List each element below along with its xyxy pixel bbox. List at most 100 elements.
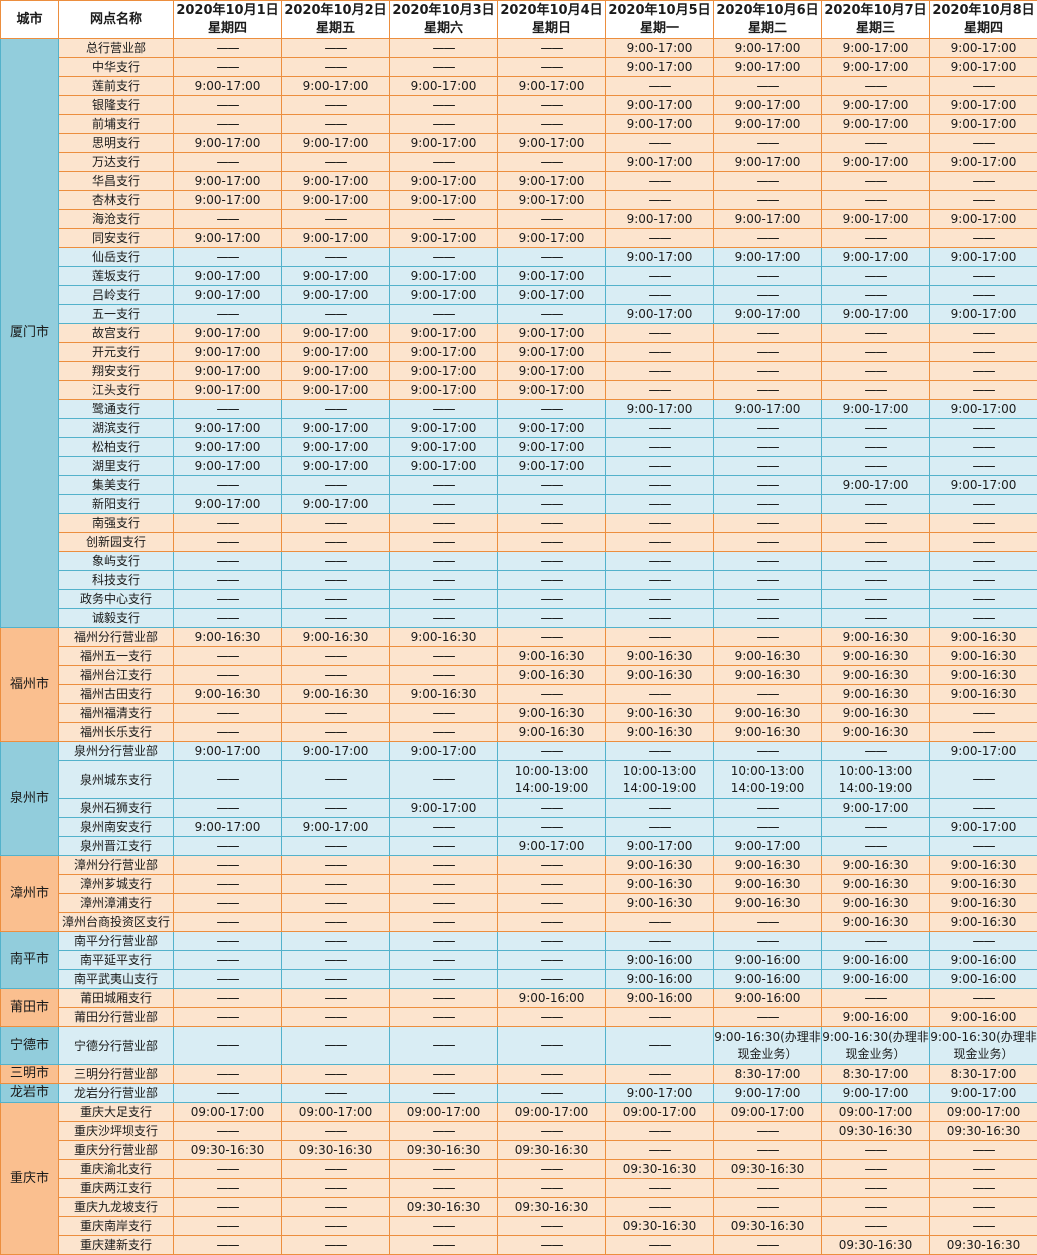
- branch-name: 漳州台商投资区支行: [59, 913, 174, 932]
- hours-cell: 09:30-16:30: [822, 1122, 930, 1141]
- branch-name: 总行营业部: [59, 39, 174, 58]
- closed-cell: ——: [930, 723, 1037, 742]
- closed-cell: ——: [606, 609, 714, 628]
- hours-cell: 09:30-16:30: [930, 1236, 1037, 1255]
- closed-cell: ——: [282, 305, 390, 324]
- hours-cell: 09:00-17:00: [498, 1103, 606, 1122]
- closed-cell: ——: [174, 951, 282, 970]
- branch-name: 三明分行营业部: [59, 1065, 174, 1084]
- hours-cell: 09:30-16:30: [822, 1236, 930, 1255]
- closed-cell: ——: [390, 1027, 498, 1065]
- hours-cell: 9:00-17:00: [930, 39, 1037, 58]
- closed-cell: ——: [606, 267, 714, 286]
- hours-cell: 9:00-16:30: [930, 685, 1037, 704]
- branch-name: 龙岩分行营业部: [59, 1084, 174, 1103]
- closed-cell: ——: [822, 191, 930, 210]
- closed-cell: ——: [174, 989, 282, 1008]
- date-column-header: 2020年10月1日星期四: [174, 1, 282, 39]
- hours-cell: 9:00-16:30: [714, 856, 822, 875]
- branch-name: 重庆渝北支行: [59, 1160, 174, 1179]
- closed-cell: ——: [174, 799, 282, 818]
- closed-cell: ——: [498, 1179, 606, 1198]
- hours-cell: 9:00-17:00: [390, 324, 498, 343]
- closed-cell: ——: [390, 837, 498, 856]
- closed-cell: ——: [282, 1065, 390, 1084]
- closed-cell: ——: [930, 324, 1037, 343]
- closed-cell: ——: [822, 989, 930, 1008]
- hours-cell: 9:00-17:00: [606, 1084, 714, 1103]
- closed-cell: ——: [498, 153, 606, 172]
- date-column-header: 2020年10月5日星期一: [606, 1, 714, 39]
- closed-cell: ——: [714, 495, 822, 514]
- hours-cell: 9:00-17:00: [498, 381, 606, 400]
- hours-cell: 09:30-16:30: [390, 1198, 498, 1217]
- closed-cell: ——: [822, 552, 930, 571]
- closed-cell: ——: [498, 571, 606, 590]
- hours-cell: 9:00-17:00: [606, 400, 714, 419]
- branch-name: 银隆支行: [59, 96, 174, 115]
- closed-cell: ——: [390, 153, 498, 172]
- closed-cell: ——: [174, 552, 282, 571]
- branch-name: 重庆建新支行: [59, 1236, 174, 1255]
- closed-cell: ——: [390, 96, 498, 115]
- hours-cell: 9:00-16:30(办理非现金业务）: [714, 1027, 822, 1065]
- closed-cell: ——: [390, 115, 498, 134]
- hours-cell: 9:00-16:30(办理非现金业务）: [930, 1027, 1037, 1065]
- closed-cell: ——: [606, 913, 714, 932]
- hours-cell: 09:30-16:30: [390, 1141, 498, 1160]
- hours-cell: 9:00-16:00: [930, 1008, 1037, 1027]
- hours-cell: 9:00-17:00: [606, 58, 714, 77]
- weekday-label: 星期日: [498, 20, 605, 38]
- hours-cell: 9:00-16:00: [930, 951, 1037, 970]
- closed-cell: ——: [498, 1122, 606, 1141]
- closed-cell: ——: [174, 1122, 282, 1141]
- closed-cell: ——: [714, 590, 822, 609]
- closed-cell: ——: [822, 229, 930, 248]
- hours-cell: 9:00-17:00: [282, 343, 390, 362]
- closed-cell: ——: [822, 818, 930, 837]
- date-column-header: 2020年10月8日星期四: [930, 1, 1037, 39]
- branch-name: 仙岳支行: [59, 248, 174, 267]
- closed-cell: ——: [822, 533, 930, 552]
- closed-cell: ——: [282, 552, 390, 571]
- hours-cell: 9:00-16:30: [930, 856, 1037, 875]
- hours-cell: 9:00-17:00: [930, 305, 1037, 324]
- hours-cell: 09:00-17:00: [714, 1103, 822, 1122]
- closed-cell: ——: [282, 704, 390, 723]
- hours-cell: 9:00-17:00: [282, 77, 390, 96]
- hours-cell: 9:00-17:00: [714, 58, 822, 77]
- closed-cell: ——: [822, 172, 930, 191]
- branch-name: 泉州石狮支行: [59, 799, 174, 818]
- closed-cell: ——: [390, 856, 498, 875]
- closed-cell: ——: [174, 1027, 282, 1065]
- closed-cell: ——: [390, 894, 498, 913]
- closed-cell: ——: [606, 324, 714, 343]
- closed-cell: ——: [822, 381, 930, 400]
- closed-cell: ——: [390, 647, 498, 666]
- closed-cell: ——: [606, 932, 714, 951]
- hours-cell: 9:00-16:30: [822, 723, 930, 742]
- hours-cell: 09:00-17:00: [282, 1103, 390, 1122]
- hours-cell: 09:30-16:30: [498, 1141, 606, 1160]
- hours-cell: 9:00-17:00: [606, 210, 714, 229]
- hours-cell: 9:00-16:00: [498, 989, 606, 1008]
- closed-cell: ——: [498, 1160, 606, 1179]
- closed-cell: ——: [282, 1008, 390, 1027]
- branch-name: 前埔支行: [59, 115, 174, 134]
- hours-cell: 9:00-17:00: [930, 115, 1037, 134]
- closed-cell: ——: [174, 1065, 282, 1084]
- closed-cell: ——: [714, 913, 822, 932]
- hours-cell: 9:00-17:00: [282, 172, 390, 191]
- closed-cell: ——: [174, 666, 282, 685]
- hours-cell: 9:00-16:30: [930, 875, 1037, 894]
- closed-cell: ——: [606, 77, 714, 96]
- hours-cell: 9:00-17:00: [282, 324, 390, 343]
